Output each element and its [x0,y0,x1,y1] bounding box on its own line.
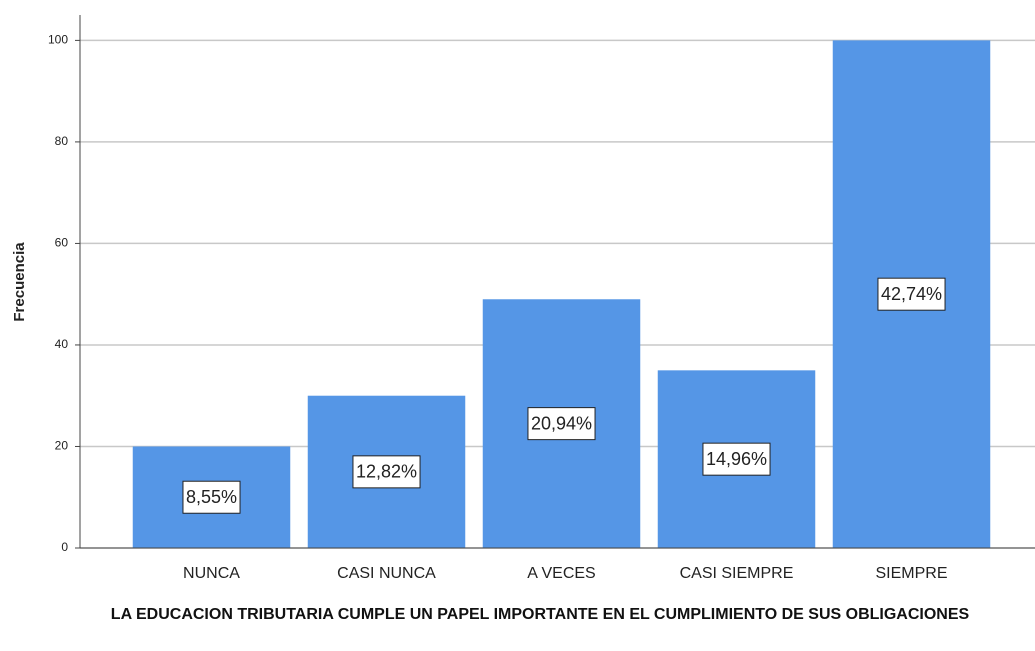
data-label: 42,74% [881,284,942,304]
x-tick-label: CASI SIEMPRE [680,565,794,582]
data-label: 20,94% [531,413,592,433]
data-label: 12,82% [356,462,417,482]
x-axis-title: LA EDUCACION TRIBUTARIA CUMPLE UN PAPEL … [110,606,970,623]
y-tick-label: 100 [48,33,68,47]
data-label-box [877,277,946,311]
x-tick-label: A VECES [527,565,595,582]
y-tick-label: 40 [55,337,69,351]
x-tick-label: CASI NUNCA [337,565,436,582]
data-label: 14,96% [706,449,767,469]
x-tick-label: NUNCA [183,565,240,582]
y-tick-label: 20 [55,439,69,453]
data-label-box [702,442,771,476]
y-tick-label: 60 [55,236,69,250]
data-label-box [182,480,241,514]
y-tick-label: 0 [61,540,68,554]
data-label-box [527,407,596,441]
y-axis-title: Frecuencia [11,242,28,322]
y-tick-label: 80 [55,134,69,148]
data-label-box [352,455,421,489]
data-label: 8,55% [186,487,237,507]
x-tick-label: SIEMPRE [875,565,947,582]
